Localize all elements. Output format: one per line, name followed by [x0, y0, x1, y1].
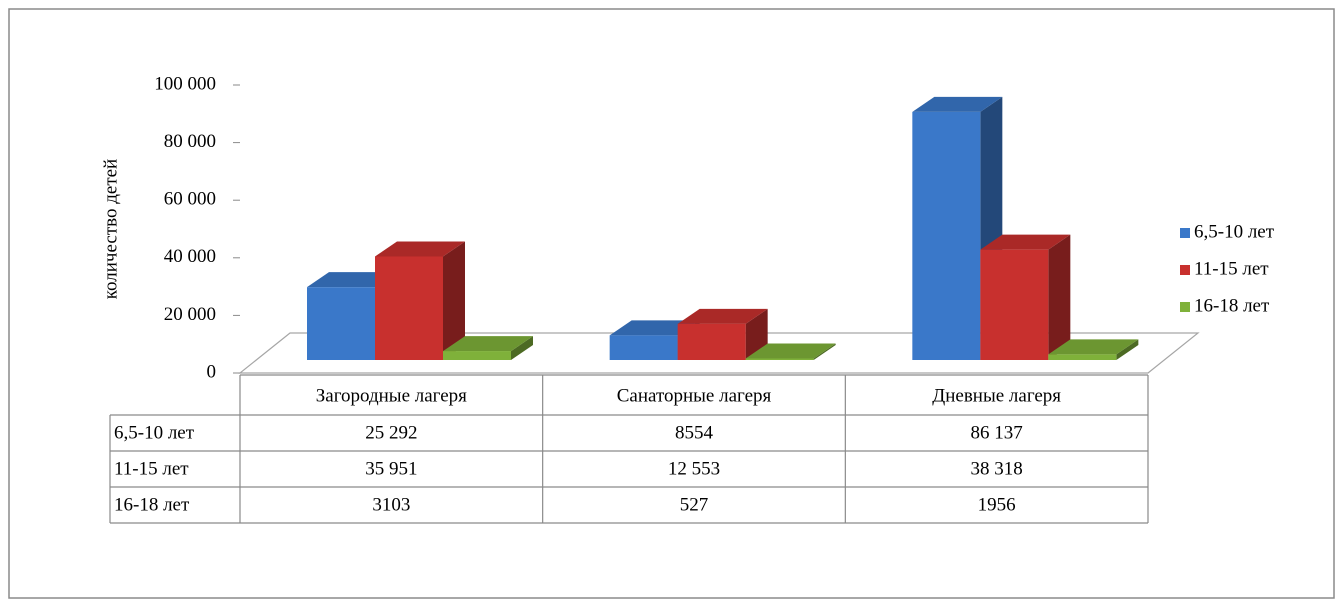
- y-tick-label: 0: [207, 361, 217, 382]
- bar-front: [609, 335, 678, 360]
- bar-side: [511, 336, 533, 360]
- bar: [375, 241, 465, 360]
- table-header: Загородные лагеря: [316, 385, 467, 406]
- table-cell: 86 137: [971, 422, 1023, 443]
- table-header: Санаторные лагеря: [617, 385, 772, 406]
- bar: [980, 234, 1071, 360]
- chart-frame: [8, 8, 1335, 599]
- legend-label: 6,5-10 лет: [1194, 221, 1275, 242]
- y-tick-label: 20 000: [164, 304, 216, 325]
- bar-top: [375, 241, 465, 257]
- bar-side: [745, 308, 768, 360]
- y-tick-label: 80 000: [164, 131, 216, 152]
- table-cell: 8554: [675, 422, 714, 443]
- y-tick-label: 60 000: [164, 189, 216, 210]
- legend-swatch: [1180, 228, 1190, 238]
- bar-front: [912, 111, 981, 360]
- bar-front: [745, 358, 814, 360]
- table-cell: 38 318: [971, 458, 1023, 479]
- table-cell: 25 292: [365, 422, 417, 443]
- bar-front: [375, 256, 443, 360]
- floor: [238, 332, 1200, 374]
- legend-swatch: [1180, 265, 1190, 275]
- legend-label: 11-15 лет: [1194, 258, 1269, 279]
- y-axis-label: количество детей: [100, 159, 121, 299]
- bar-top: [1048, 339, 1139, 355]
- bar-side: [1116, 339, 1139, 360]
- bar-front: [443, 351, 511, 360]
- bar-front: [677, 323, 746, 360]
- table-row-label: 6,5-10 лет: [114, 422, 195, 443]
- legend-label: 16-18 лет: [1194, 295, 1270, 316]
- table-cell: 1956: [978, 494, 1016, 515]
- bar: [1048, 339, 1139, 360]
- bar: [745, 343, 836, 360]
- table-row-label: 16-18 лет: [114, 494, 190, 515]
- bar-side: [1048, 234, 1071, 360]
- y-tick-label: 40 000: [164, 246, 216, 267]
- bar-side: [813, 343, 836, 360]
- table-cell: 3103: [372, 494, 410, 515]
- table-cell: 527: [680, 494, 709, 515]
- bar-top: [443, 336, 533, 352]
- legend-swatch: [1180, 302, 1190, 312]
- table-header: Дневные лагеря: [932, 385, 1061, 406]
- bar-top: [677, 308, 768, 324]
- table-cell: 35 951: [365, 458, 417, 479]
- bar: [677, 308, 768, 360]
- table-cell: 12 553: [668, 458, 720, 479]
- y-tick-label: 100 000: [154, 73, 216, 94]
- bar-top: [307, 272, 397, 288]
- bar-front: [1048, 354, 1117, 360]
- bar-side: [443, 241, 465, 360]
- bar-top: [912, 96, 1003, 112]
- bar: [443, 336, 533, 360]
- bar-top: [609, 320, 700, 336]
- bar-front: [307, 287, 375, 360]
- bar-top: [745, 343, 836, 359]
- bar-front: [980, 249, 1049, 360]
- bar-top: [980, 234, 1071, 250]
- table-row-label: 11-15 лет: [114, 458, 189, 479]
